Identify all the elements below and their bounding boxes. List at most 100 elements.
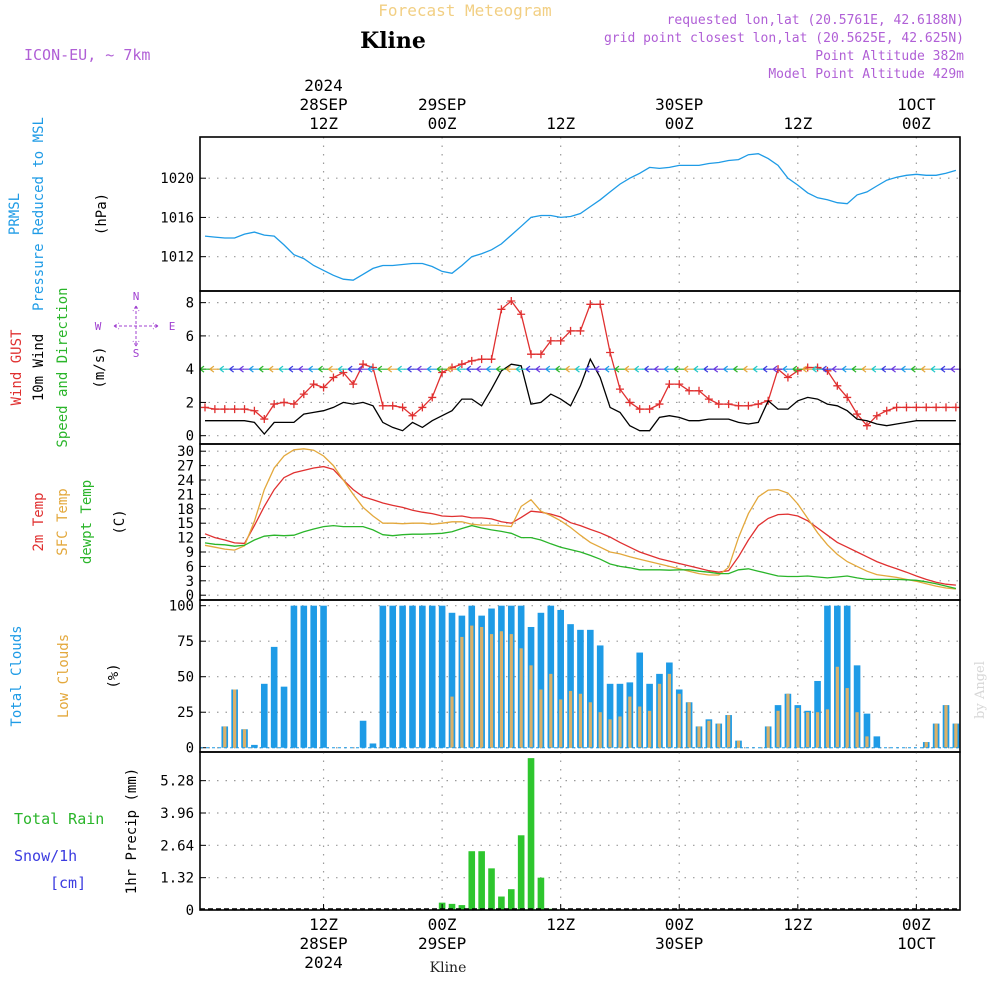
time-tick-label: 12Z	[309, 114, 338, 133]
time-tick-label: 00Z	[428, 114, 457, 133]
low-cloud-bar	[638, 706, 642, 748]
gust-marker	[566, 326, 575, 335]
time-tick-label: 12Z	[546, 114, 575, 133]
total-cloud-bar	[636, 652, 644, 748]
total-cloud-bar	[537, 612, 545, 748]
wind-direction-arrow	[278, 365, 290, 373]
time-tick-label: 28SEP	[299, 934, 347, 953]
low-cloud-bar	[499, 631, 503, 748]
wind-direction-arrow	[357, 365, 369, 373]
y-tick-label: 12	[177, 531, 194, 547]
total-cloud-bar	[587, 629, 594, 748]
gust-marker	[606, 348, 615, 357]
wind-direction-arrow	[881, 365, 892, 373]
gust-marker	[932, 403, 941, 412]
y-tick-label: 8	[186, 296, 194, 312]
low-cloud-bar	[628, 696, 632, 748]
y-tick-label: 4	[186, 362, 194, 378]
wind-direction-arrow	[831, 365, 843, 373]
time-tick-label: 00Z	[665, 915, 694, 934]
chart-title: Forecast Meteogram	[378, 1, 551, 20]
wind-direction-arrow	[209, 365, 220, 373]
gust-marker	[487, 355, 496, 364]
wind-direction-arrow	[891, 365, 902, 373]
total-cloud-bar	[409, 605, 416, 748]
low-cloud-bar	[509, 634, 513, 748]
gust-marker	[675, 380, 684, 389]
panel-label: dewpt Temp	[79, 480, 95, 564]
wind-direction-arrow	[505, 365, 517, 373]
gust-marker	[527, 350, 536, 359]
rain-bar	[478, 851, 485, 910]
low-cloud-bar	[559, 699, 563, 748]
low-cloud-bar	[924, 742, 928, 748]
time-tick-label: 12Z	[783, 915, 812, 934]
gust-marker	[853, 410, 862, 419]
gust-marker	[280, 398, 289, 407]
total-cloud-bar	[567, 624, 574, 748]
wind-direction-arrow	[940, 365, 951, 373]
time-tick-label: 30SEP	[655, 934, 703, 953]
wind-direction-arrow	[664, 365, 675, 373]
precip-panel: 0 1.32 2.64 3.96 5.28 Total Rain Snow/1h [cm] 1h…	[14, 751, 961, 919]
gust-marker	[210, 405, 219, 414]
gust-marker	[556, 336, 565, 345]
time-tick-label: 2024	[304, 76, 343, 95]
panel-frame	[199, 290, 961, 445]
low-cloud-bar	[460, 636, 464, 748]
panel-label: 10m Wind	[31, 334, 47, 401]
gust-marker	[951, 403, 960, 412]
low-cloud-bar	[677, 693, 681, 748]
total-cloud-bar	[873, 736, 881, 748]
gust-marker	[359, 360, 368, 369]
footer-location: Kline	[430, 960, 467, 976]
wind-direction-arrow	[594, 365, 606, 373]
gust-marker	[862, 421, 871, 430]
low-cloud-bar	[697, 726, 701, 748]
gust-marker	[418, 403, 427, 412]
wind-direction-arrow	[219, 365, 230, 373]
low-cloud-bar	[766, 726, 770, 748]
wind-direction-arrow	[654, 365, 665, 373]
rain-bar	[527, 758, 535, 910]
y-tick-label: 15	[177, 516, 194, 532]
y-tick-label: 2.64	[160, 838, 194, 854]
wind-direction-arrow	[792, 365, 803, 373]
total-cloud-bar	[369, 743, 377, 748]
low-cloud-bar	[796, 707, 800, 748]
time-tick-label: 00Z	[428, 915, 457, 934]
wind-direction-arrow	[328, 365, 339, 373]
compass-west: W	[95, 320, 102, 333]
wind-direction-arrow	[308, 365, 319, 373]
rain-bar	[498, 896, 505, 910]
model-label: ICON-EU, ~ 7km	[24, 46, 150, 64]
gust-marker	[754, 400, 763, 409]
time-tick-label: 28SEP	[299, 95, 347, 114]
total-cloud-bar	[448, 612, 456, 748]
gust-marker	[695, 386, 703, 395]
y-tick-label: 5.28	[160, 774, 194, 790]
gust-marker	[319, 383, 328, 392]
gust-marker	[349, 380, 358, 389]
low-cloud-bar	[648, 710, 652, 748]
wind-direction-arrow	[575, 365, 586, 373]
y-tick-label: 25	[177, 705, 194, 721]
wind-direction-arrow	[673, 365, 685, 373]
rain-bar	[488, 868, 495, 910]
gust-marker	[230, 405, 239, 414]
y-tick-label: 50	[177, 670, 194, 686]
gust-marker	[744, 401, 753, 410]
rain-bar	[517, 835, 525, 910]
y-tick-label: 1020	[160, 171, 194, 187]
wind-direction-arrow	[377, 365, 388, 373]
wind-direction-arrow	[456, 365, 467, 373]
low-cloud-bar	[539, 689, 543, 748]
pressure-line	[204, 153, 957, 281]
wind-direction-arrow	[199, 365, 210, 373]
wind-direction-arrow	[683, 365, 695, 373]
wind-direction-arrow	[871, 365, 882, 373]
y-tick-label: 18	[177, 502, 194, 518]
gust-marker	[714, 400, 723, 409]
